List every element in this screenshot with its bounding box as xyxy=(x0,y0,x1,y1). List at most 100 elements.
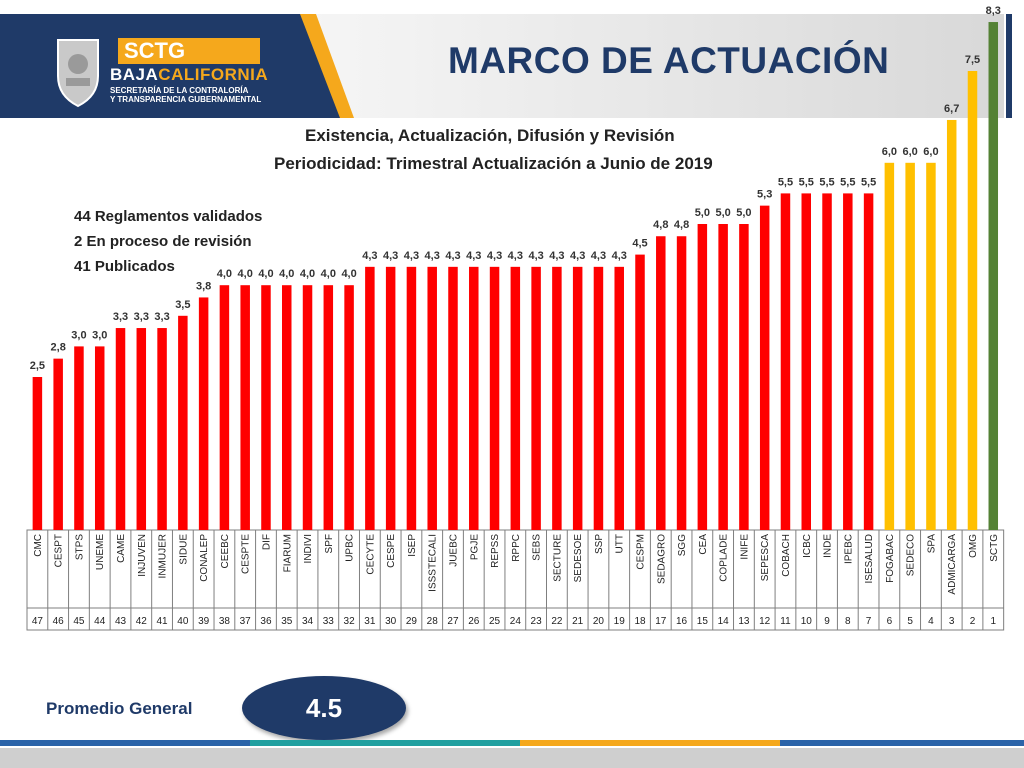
rank-label: 5 xyxy=(907,616,913,627)
bar-value-label: 3,3 xyxy=(134,311,149,323)
rank-label: 29 xyxy=(406,616,418,627)
bar-value-label: 4,0 xyxy=(217,268,232,280)
bar-value-label: 3,0 xyxy=(71,329,86,341)
rank-label: 26 xyxy=(468,616,480,627)
category-label: UNEME xyxy=(95,534,106,570)
rank-label: 21 xyxy=(572,616,584,627)
rank-label: 12 xyxy=(759,616,771,627)
bar-value-label: 3,5 xyxy=(175,299,190,311)
bar xyxy=(739,224,749,530)
org-fullname-line1: SECRETARÍA DE LA CONTRALORÍA xyxy=(110,86,249,95)
category-label: CAME xyxy=(116,534,127,563)
rank-label: 45 xyxy=(73,616,85,627)
bar xyxy=(531,266,541,530)
rank-label: 1 xyxy=(990,616,996,627)
bar xyxy=(448,266,458,530)
rank-label: 27 xyxy=(447,616,459,627)
category-label: ISSSTECALI xyxy=(428,534,439,592)
bar-value-label: 4,3 xyxy=(487,250,502,262)
rank-label: 2 xyxy=(970,616,976,627)
bar-value-label: 4,3 xyxy=(591,250,606,262)
rank-label: 17 xyxy=(655,616,667,627)
bar-value-label: 5,0 xyxy=(695,207,710,219)
stat-in-review: 2 En proceso de revisión xyxy=(74,233,252,250)
bar-value-label: 6,7 xyxy=(944,103,959,115)
bar-value-label: 3,3 xyxy=(113,311,128,323)
bar xyxy=(385,266,396,530)
bar-value-label: 4,3 xyxy=(508,250,523,262)
bar xyxy=(656,236,666,531)
bar-value-label: 4,3 xyxy=(445,250,460,262)
bar-value-label: 4,0 xyxy=(321,268,336,280)
rank-label: 44 xyxy=(94,616,106,627)
category-label: INDE xyxy=(823,534,834,558)
category-label: UPBC xyxy=(345,534,356,562)
coat-of-arms-icon xyxy=(57,39,99,108)
bar-value-label: 8,3 xyxy=(986,5,1001,17)
rank-label: 35 xyxy=(281,616,293,627)
rank-label: 47 xyxy=(32,616,44,627)
category-label: SPA xyxy=(926,534,937,554)
rank-label: 23 xyxy=(531,616,543,627)
bar xyxy=(780,193,791,530)
bar xyxy=(32,377,43,530)
category-label: RPPC xyxy=(511,534,522,562)
category-label: CESPM xyxy=(636,534,647,570)
category-label: CMC xyxy=(33,534,44,557)
bar xyxy=(94,346,105,530)
bar xyxy=(801,193,811,530)
rank-label: 6 xyxy=(887,616,893,627)
rank-label: 9 xyxy=(824,616,830,627)
bar xyxy=(53,358,63,530)
category-label: SEDAGRO xyxy=(656,534,667,584)
bar xyxy=(406,266,417,530)
category-label: CESPE xyxy=(386,534,397,568)
bar xyxy=(489,266,500,530)
rank-label: 7 xyxy=(866,616,872,627)
bar xyxy=(219,285,230,530)
bar-value-label: 4,3 xyxy=(528,250,543,262)
bar xyxy=(926,162,936,531)
rank-label: 4 xyxy=(928,616,934,627)
bar xyxy=(614,266,624,530)
bar xyxy=(905,162,915,531)
bar-value-label: 5,3 xyxy=(757,189,772,201)
rank-label: 16 xyxy=(676,616,688,627)
bar-value-label: 6,0 xyxy=(903,146,918,158)
rank-label: 41 xyxy=(157,616,169,627)
bar xyxy=(344,285,354,530)
bar-value-label: 4,0 xyxy=(300,268,315,280)
bar xyxy=(157,328,167,530)
rank-label: 32 xyxy=(344,616,356,627)
bar-value-label: 5,5 xyxy=(799,176,814,188)
bar-value-label: 4,3 xyxy=(466,250,481,262)
bar-value-label: 3,3 xyxy=(154,311,169,323)
category-label: COPLADE xyxy=(719,534,730,582)
bar-value-label: 5,0 xyxy=(736,207,751,219)
bar-value-label: 4,3 xyxy=(549,250,564,262)
bar-value-label: 4,0 xyxy=(279,268,294,280)
rank-label: 8 xyxy=(845,616,851,627)
bar xyxy=(635,254,645,530)
org-acronym: SCTG xyxy=(118,38,260,64)
bar xyxy=(469,266,479,530)
header-edge-accent xyxy=(1006,14,1012,118)
category-label: INIFE xyxy=(739,534,750,560)
category-label: REPSS xyxy=(490,534,501,568)
bar xyxy=(136,328,147,530)
category-label: ISESALUD xyxy=(864,534,875,583)
bar xyxy=(967,71,978,530)
bar-value-label: 5,5 xyxy=(819,176,834,188)
rank-label: 3 xyxy=(949,616,955,627)
bar xyxy=(323,285,334,530)
bar xyxy=(676,236,687,531)
rank-label: 43 xyxy=(115,616,127,627)
average-value: 4.5 xyxy=(305,693,343,723)
bar xyxy=(510,266,521,530)
category-label: ADMICARGA xyxy=(947,534,958,595)
rank-label: 25 xyxy=(489,616,501,627)
rank-label: 28 xyxy=(427,616,439,627)
category-label: STPS xyxy=(74,534,85,560)
bar xyxy=(365,266,375,530)
stat-validated: 44 Reglamentos validados xyxy=(74,208,263,225)
